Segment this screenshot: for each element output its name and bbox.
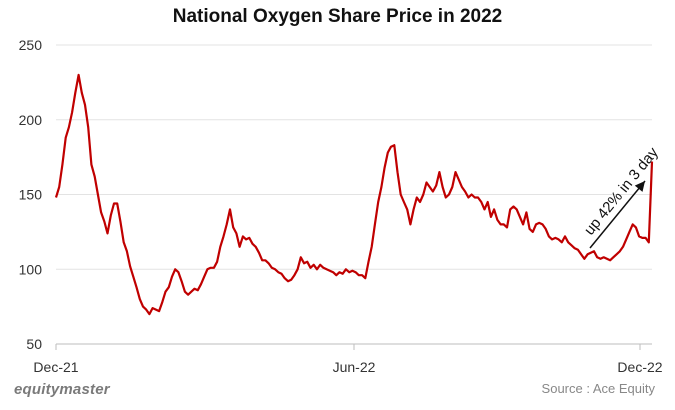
y-tick-label: 200	[19, 112, 43, 128]
y-tick-label: 50	[26, 336, 42, 352]
x-axis-ticks: Dec-21 Jun-22 Dec-22	[33, 344, 663, 375]
x-tick-label: Dec-21	[33, 359, 78, 375]
x-tick-label: Dec-22	[617, 359, 662, 375]
y-axis-ticks: 50 100 150 200 250	[19, 37, 43, 352]
chart-title: National Oxygen Share Price in 2022	[172, 6, 503, 27]
y-tick-label: 250	[19, 37, 43, 53]
y-tick-label: 150	[19, 187, 43, 203]
y-tick-label: 100	[19, 261, 43, 277]
gridlines	[56, 44, 652, 270]
annotation-arrowhead	[634, 181, 645, 192]
x-tick-label: Jun-22	[333, 359, 376, 375]
source-text: Source : Ace Equity	[541, 381, 655, 396]
series-line	[54, 73, 654, 316]
brand-logo-text: equitymaster	[14, 381, 110, 398]
annotation-arrow	[589, 180, 646, 249]
